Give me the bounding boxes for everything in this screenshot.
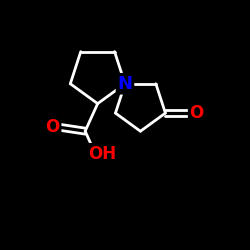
Text: O: O [46,118,60,136]
Text: N: N [118,75,132,93]
Text: OH: OH [88,144,117,162]
Text: O: O [190,104,204,122]
